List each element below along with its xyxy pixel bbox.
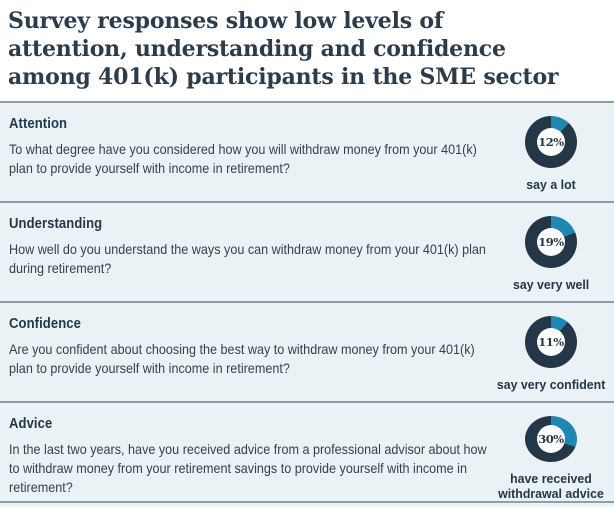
confidence-heading: Confidence xyxy=(9,316,81,332)
survey-row-attention: Attention To what degree have you consid… xyxy=(0,103,614,203)
attention-donut-caption: say a lot xyxy=(526,177,576,192)
survey-row-confidence: Confidence Are you confident about choos… xyxy=(0,303,614,403)
survey-row-understanding: Understanding How well do you understand… xyxy=(0,203,614,303)
attention-percent-value: 12% xyxy=(538,135,564,149)
title-block: Survey responses show low levels of atte… xyxy=(0,0,614,101)
advice-donut-chart: 30% xyxy=(525,416,577,462)
understanding-donut-caption: say very well xyxy=(512,277,590,292)
attention-chart-column: 12% say a lot xyxy=(488,103,614,201)
attention-heading: Attention xyxy=(9,116,68,132)
confidence-percent-value: 11% xyxy=(538,335,564,349)
advice-heading: Advice xyxy=(9,416,53,432)
advice-question: In the last two years, have you received… xyxy=(9,441,487,495)
understanding-donut-hole: 19% xyxy=(537,228,565,256)
attention-text-column: Attention To what degree have you consid… xyxy=(0,103,488,201)
understanding-donut-chart: 19% xyxy=(525,216,577,268)
advice-percent-value: 30% xyxy=(538,432,564,446)
understanding-chart-column: 19% say very well xyxy=(488,203,614,301)
understanding-text-column: Understanding How well do you understand… xyxy=(0,203,488,301)
confidence-donut-chart: 11% xyxy=(525,316,577,368)
understanding-heading: Understanding xyxy=(9,216,103,232)
attention-donut-hole: 12% xyxy=(537,128,565,156)
attention-donut-chart: 12% xyxy=(525,116,577,168)
understanding-percent-value: 19% xyxy=(538,235,564,249)
understanding-question: How well do you understand the ways you … xyxy=(9,241,486,276)
survey-rows: Attention To what degree have you consid… xyxy=(0,101,614,507)
survey-row-advice: Advice In the last two years, have you r… xyxy=(0,403,614,503)
attention-question: To what degree have you considered how y… xyxy=(9,141,477,176)
next-row-sliver xyxy=(0,503,614,507)
page-title: Survey responses show low levels of atte… xyxy=(8,8,559,90)
advice-donut-caption: have received withdrawal advice xyxy=(498,471,604,501)
advice-chart-column: 30% have received withdrawal advice xyxy=(488,403,614,501)
confidence-text-column: Confidence Are you confident about choos… xyxy=(0,303,488,401)
confidence-chart-column: 11% say very confident xyxy=(488,303,614,401)
confidence-donut-caption: say very confident xyxy=(496,377,606,392)
confidence-donut-hole: 11% xyxy=(537,328,565,356)
advice-text-column: Advice In the last two years, have you r… xyxy=(0,403,488,501)
confidence-question: Are you confident about choosing the bes… xyxy=(9,341,475,376)
advice-donut-hole: 30% xyxy=(537,425,565,453)
